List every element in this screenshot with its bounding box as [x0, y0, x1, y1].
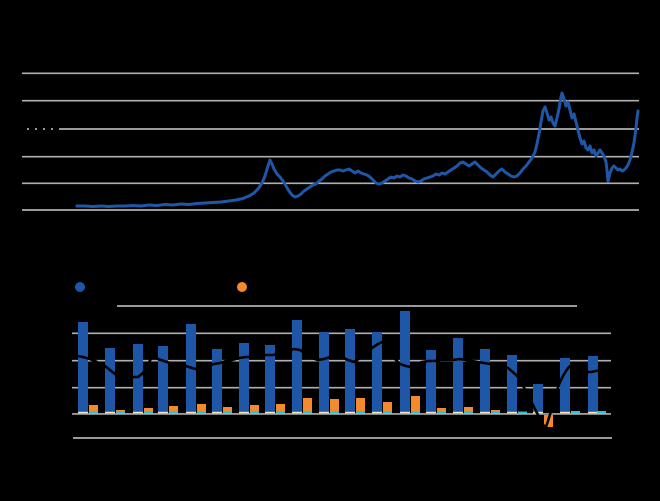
- blue-bar: [400, 311, 410, 414]
- cyan-sliver: [330, 411, 339, 414]
- bottom-bar-chart: [72, 305, 613, 439]
- blue-bar: [239, 343, 249, 414]
- blue-bar: [560, 358, 570, 414]
- cyan-sliver: [383, 411, 392, 414]
- pale-yellow-sliver: [78, 411, 88, 414]
- blue-bar: [453, 338, 463, 414]
- cyan-sliver: [169, 411, 178, 414]
- orange-bar: [89, 405, 98, 414]
- cyan-sliver: [356, 411, 365, 414]
- cyan-sliver: [437, 411, 446, 414]
- orange-bar: [411, 396, 420, 414]
- blue-bars-group: [78, 311, 598, 414]
- blue-line: [75, 91, 640, 208]
- pale-yellow-sliver: [105, 411, 115, 414]
- top-line-chart: [21, 72, 640, 211]
- blue-bar: [345, 329, 355, 414]
- cyan-sliver: [571, 411, 580, 414]
- cyan-sliver: [276, 411, 285, 414]
- cyan-sliver: [197, 411, 206, 414]
- pale-yellow-sliver: [426, 411, 436, 414]
- pale-yellow-sliver: [239, 411, 249, 414]
- cyan-sliver: [411, 411, 420, 414]
- pale-yellow-sliver: [319, 411, 329, 414]
- blue-bar: [480, 349, 490, 414]
- pale-yellow-sliver: [212, 411, 222, 414]
- orange-series-marker: [237, 282, 247, 292]
- blue-bar: [292, 320, 302, 414]
- orange-bar: [330, 399, 339, 414]
- black-overlay-line: [75, 340, 613, 429]
- orange-bar: [464, 407, 473, 414]
- pale-yellow-sliver: [158, 411, 168, 414]
- cyan-sliver: [116, 411, 125, 414]
- cyan-slivers-group: [89, 411, 606, 414]
- orange-bar: [276, 404, 285, 414]
- orange-bar: [356, 398, 365, 414]
- cyan-sliver: [144, 411, 153, 414]
- blue-bar: [588, 356, 598, 414]
- pale-yellow-slivers-group: [78, 411, 598, 414]
- blue-series-marker: [75, 282, 85, 292]
- blue-bar: [212, 349, 222, 414]
- orange-bar: [303, 398, 312, 414]
- pale-yellow-sliver: [400, 411, 410, 414]
- pale-yellow-sliver: [372, 411, 382, 414]
- blue-bar: [533, 384, 543, 414]
- pale-yellow-sliver: [480, 411, 490, 414]
- pale-yellow-sliver: [292, 411, 302, 414]
- cyan-sliver: [464, 411, 473, 414]
- cyan-sliver: [250, 411, 259, 414]
- blue-bar: [265, 345, 275, 414]
- cyan-sliver: [303, 411, 312, 414]
- blue-bar: [133, 344, 143, 414]
- cyan-sliver: [223, 411, 232, 414]
- orange-bar: [437, 408, 446, 414]
- cyan-sliver: [491, 411, 500, 414]
- pale-yellow-sliver: [560, 411, 570, 414]
- orange-bar: [169, 406, 178, 414]
- legend: [75, 282, 247, 292]
- pale-yellow-sliver: [133, 411, 143, 414]
- orange-bar: [250, 405, 259, 414]
- orange-bar: [383, 402, 392, 414]
- blue-bar: [105, 348, 115, 414]
- orange-bar: [197, 404, 206, 414]
- pale-yellow-sliver: [507, 411, 517, 414]
- pale-yellow-sliver: [265, 411, 275, 414]
- blue-bar: [319, 332, 329, 414]
- cyan-sliver: [518, 411, 527, 414]
- orange-bar: [223, 407, 232, 414]
- blue-bar: [372, 332, 382, 414]
- pale-yellow-sliver: [186, 411, 196, 414]
- cyan-sliver: [597, 411, 606, 414]
- pale-yellow-sliver: [453, 411, 463, 414]
- blue-bar: [507, 355, 517, 414]
- pale-yellow-sliver: [345, 411, 355, 414]
- blue-bar: [78, 322, 88, 414]
- pale-yellow-sliver: [588, 411, 598, 414]
- cyan-sliver: [89, 411, 98, 414]
- blue-bar: [426, 350, 436, 414]
- blue-bar: [158, 346, 168, 414]
- orange-bar: [144, 408, 153, 414]
